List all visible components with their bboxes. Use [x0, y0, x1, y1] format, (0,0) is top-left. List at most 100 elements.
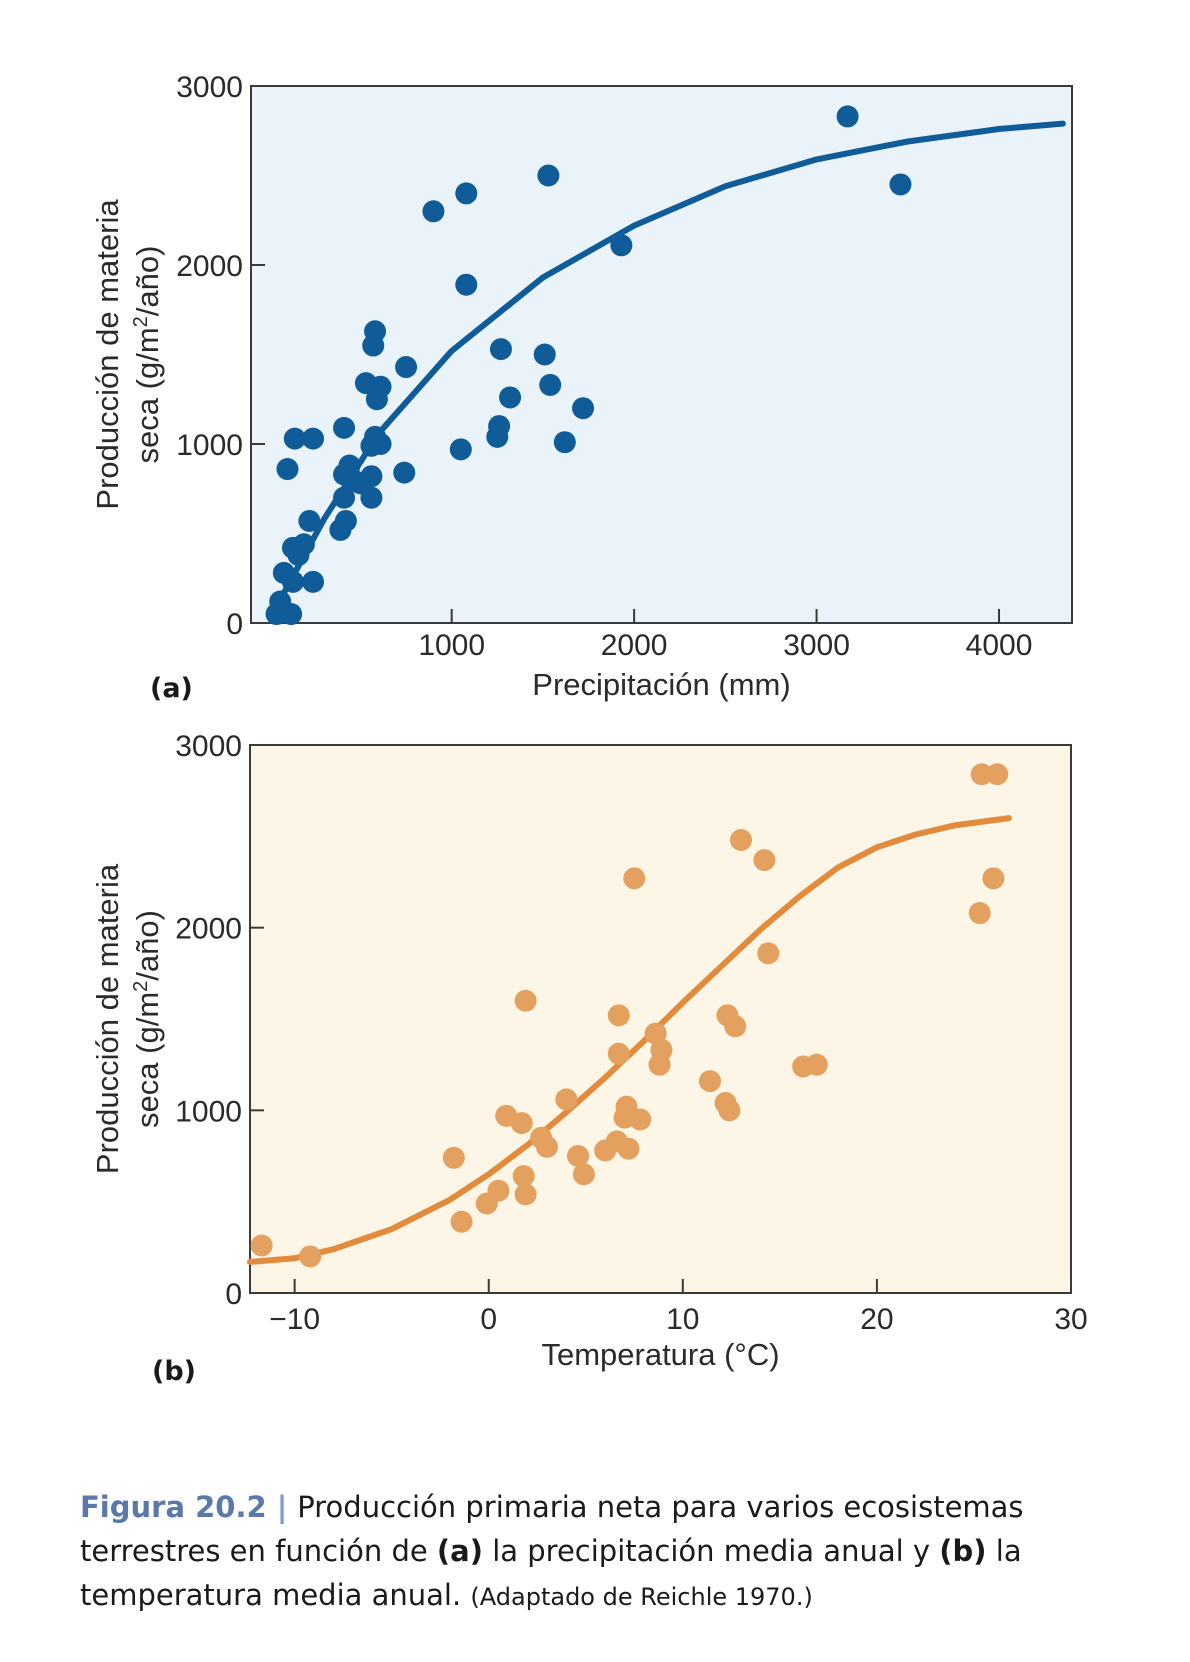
x-tick-label: 30 [1054, 1303, 1087, 1336]
data-point [698, 1070, 721, 1093]
data-point [567, 1145, 590, 1167]
x-tick-label: −10 [269, 1303, 320, 1336]
panel-a-precipitation: 0 1000 2000 3000 1000 2000 3000 4000 Precipitaci… [90, 71, 1073, 704]
x-tick-label: 4000 [966, 629, 1033, 662]
data-point [607, 1042, 630, 1065]
data-point [250, 1234, 273, 1257]
data-point [629, 1108, 652, 1131]
data-point [533, 343, 556, 366]
data-point [364, 320, 387, 343]
data-point [970, 763, 993, 786]
data-point [455, 182, 478, 205]
data-point [298, 509, 321, 532]
data-point [623, 867, 646, 890]
data-point [512, 1165, 535, 1188]
data-point [422, 200, 445, 223]
y-axis-title-superscript: 2 [130, 316, 152, 327]
caption-text-1: Producción primaria neta para varios eco… [80, 1490, 1024, 1568]
caption-text-2: la precipitación media anual y [483, 1534, 940, 1568]
plot-area [250, 85, 1073, 624]
caption-source: (Adaptado de Reichle 1970.) [470, 1583, 813, 1611]
y-tick-label: 1000 [176, 429, 243, 462]
figure-caption: Figura 20.2 | Producción primaria neta par… [80, 1485, 1160, 1619]
panel-label: (b) [152, 1356, 196, 1387]
y-axis-title-line2: seca (g/m2/año) [130, 910, 165, 1128]
data-point [393, 461, 416, 484]
y-tick-label: 3000 [175, 730, 242, 763]
data-point [489, 338, 512, 361]
data-point [514, 1183, 537, 1206]
data-point [333, 486, 356, 509]
x-tick-label: 2000 [601, 629, 668, 662]
y-axis-title-superscript: 2 [130, 981, 152, 992]
y-tick-label: 3000 [176, 71, 243, 104]
data-point [982, 867, 1005, 890]
data-point [276, 458, 299, 481]
data-point [334, 509, 357, 532]
data-point [836, 105, 859, 128]
data-point [968, 902, 991, 925]
caption-text-3: la temperatura media anual. [80, 1534, 1022, 1612]
data-point [333, 416, 356, 439]
y-tick-label: 2000 [175, 913, 242, 946]
caption-bold-a: (a) [436, 1534, 483, 1568]
caption-separator: | [276, 1490, 288, 1524]
data-point [718, 1099, 741, 1122]
data-point [510, 1112, 533, 1135]
y-tick-label: 0 [225, 1278, 242, 1311]
data-point [369, 375, 392, 398]
data-point [369, 433, 392, 455]
data-point [650, 1039, 673, 1062]
data-point [572, 1163, 595, 1186]
y-axis-title-line2: seca (g/m2/año) [130, 246, 165, 464]
panel-b-temperature: 0 1000 2000 3000 −10 0 10 20 30 Temperatura (°C) P… [90, 730, 1088, 1387]
data-point [281, 570, 304, 593]
y-axis-title-prefix: seca (g/m [130, 327, 165, 463]
y-axis-title-suffix: /año) [130, 910, 165, 981]
data-point [889, 173, 912, 196]
y-tick-label: 1000 [175, 1095, 242, 1128]
data-point [514, 989, 537, 1012]
data-point [455, 273, 478, 296]
data-point [535, 1135, 558, 1158]
data-point [360, 465, 383, 488]
fit-curve [247, 815, 1012, 1265]
data-point [724, 1015, 747, 1038]
x-tick-label: 0 [480, 1303, 497, 1336]
x-axis-title: Precipitación (mm) [532, 667, 790, 702]
fit-curve [277, 120, 1066, 603]
data-point [283, 427, 306, 450]
data-point [299, 1245, 322, 1268]
data-point [450, 1210, 473, 1233]
y-tick-label: 2000 [176, 250, 243, 283]
y-axis-title-prefix: seca (g/m [130, 992, 165, 1128]
data-point [449, 438, 472, 461]
y-axis-title-suffix: /año) [130, 246, 165, 317]
data-point [753, 849, 776, 872]
data-point [805, 1053, 828, 1076]
y-axis-title-line1: Producción de materia [90, 199, 125, 510]
x-tick-label: 3000 [783, 629, 850, 662]
data-point [292, 533, 315, 556]
plot-area [249, 744, 1072, 1294]
x-tick-label: 20 [860, 1303, 893, 1336]
caption-figure-label: Figura 20.2 [80, 1490, 267, 1524]
data-point [986, 763, 1009, 786]
x-tick-label: 1000 [418, 629, 485, 662]
data-point [302, 570, 325, 593]
data-point [607, 1004, 630, 1027]
data-point [395, 356, 418, 379]
y-axis-title-line1: Producción de materia [90, 863, 125, 1174]
data-point [360, 486, 383, 509]
data-point [555, 1088, 578, 1111]
data-point [442, 1146, 465, 1169]
panel-label: (a) [150, 673, 193, 704]
data-point [617, 1137, 640, 1160]
data-point [730, 828, 753, 851]
data-point [553, 431, 576, 454]
x-axis-title: Temperatura (°C) [541, 1337, 779, 1372]
data-point [537, 164, 560, 187]
y-tick-label: 0 [226, 608, 243, 641]
data-point [499, 386, 522, 409]
